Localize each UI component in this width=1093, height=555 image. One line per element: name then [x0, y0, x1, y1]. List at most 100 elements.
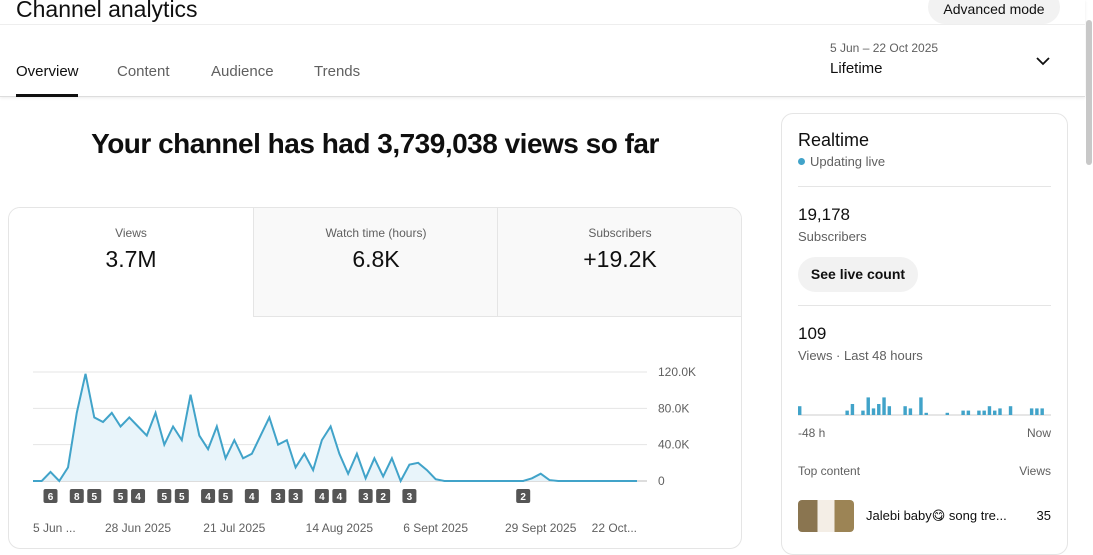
y-tick-label: 120.0K	[658, 365, 696, 379]
bar	[945, 412, 950, 415]
scrollbar[interactable]	[1086, 20, 1092, 165]
event-marker[interactable]	[218, 489, 233, 503]
x-tick-label: Now	[1027, 426, 1051, 440]
bar	[845, 410, 849, 415]
y-tick-label: 40.0K	[658, 438, 689, 452]
event-marker[interactable]	[174, 489, 189, 503]
event-count: 2	[520, 492, 526, 503]
date-range: 5 Jun – 22 Oct 2025	[830, 41, 939, 55]
live-status: Updating live	[810, 154, 886, 169]
live-count-button[interactable]: See live count	[798, 257, 918, 292]
metric-value: 6.8K	[352, 246, 400, 272]
x-tick-label: -48 h	[798, 426, 825, 440]
event-count: 3	[293, 492, 299, 503]
event-marker[interactable]	[131, 489, 146, 503]
metric-value: 3.7M	[105, 246, 157, 272]
views-count: 109	[798, 324, 827, 343]
bar	[924, 412, 928, 415]
video-thumbnail[interactable]	[798, 500, 854, 532]
video-title[interactable]: Jalebi baby😋 song tre...	[866, 508, 1007, 523]
y-tick-label: 80.0K	[658, 401, 689, 415]
event-count: 4	[337, 492, 343, 503]
event-marker[interactable]	[157, 489, 172, 503]
metric-tab[interactable]: Subscribers +19.2K	[497, 208, 741, 317]
event-marker[interactable]	[332, 489, 347, 503]
x-tick-label: 29 Sept 2025	[505, 521, 577, 535]
tab[interactable]: Audience	[211, 63, 274, 80]
bar	[987, 406, 992, 415]
tab-underline	[16, 94, 78, 97]
x-tick-label: 22 Oct...	[592, 521, 637, 535]
event-count: 5	[118, 492, 124, 503]
bar	[998, 408, 1002, 415]
event-marker[interactable]	[402, 489, 417, 503]
x-tick-label: 28 Jun 2025	[105, 521, 171, 535]
bar	[1040, 408, 1044, 415]
event-count: 2	[380, 492, 386, 503]
bar	[887, 406, 892, 415]
event-marker[interactable]	[314, 489, 329, 503]
metric-label: Watch time (hours)	[325, 226, 427, 240]
dropdown-icon[interactable]	[1034, 52, 1052, 70]
x-tick-label: 6 Sept 2025	[403, 521, 468, 535]
video-views: 35	[1036, 508, 1051, 523]
event-count: 3	[363, 492, 369, 503]
event-count: 3	[407, 492, 413, 503]
event-marker[interactable]	[244, 489, 259, 503]
bar	[903, 406, 907, 415]
metric-label: Subscribers	[588, 226, 652, 240]
bar	[982, 410, 986, 415]
x-tick-label: 21 Jul 2025	[203, 521, 265, 535]
event-count: 4	[135, 492, 141, 503]
event-marker[interactable]	[376, 489, 391, 503]
live-dot	[798, 158, 805, 165]
divider	[798, 186, 1051, 187]
x-tick-label: 5 Jun ...	[33, 521, 76, 535]
metric-tab[interactable]: Watch time (hours) 6.8K	[253, 208, 498, 317]
tab[interactable]: Content	[117, 63, 170, 80]
event-count: 4	[205, 492, 211, 503]
date-label[interactable]: Lifetime	[830, 60, 883, 77]
event-count: 5	[223, 492, 229, 503]
divider	[798, 305, 1051, 306]
views-header: Views	[1019, 464, 1051, 478]
bar	[871, 408, 876, 415]
tab[interactable]: Trends	[314, 63, 361, 80]
bar	[1008, 406, 1013, 415]
event-count: 5	[162, 492, 168, 503]
realtime-title: Realtime	[798, 130, 870, 150]
event-marker[interactable]	[43, 489, 58, 503]
bar	[919, 397, 923, 415]
event-marker[interactable]	[516, 489, 531, 503]
line	[33, 373, 637, 484]
event-marker[interactable]	[113, 489, 128, 503]
area	[33, 373, 637, 481]
page-title: Channel analytics	[16, 0, 198, 22]
advanced-mode-button[interactable]: Advanced mode	[928, 0, 1060, 24]
event-count: 5	[91, 492, 97, 503]
analytics-card: Views 3.7M Watch time (hours) 6.8K Subscribe…	[8, 207, 742, 549]
event-marker[interactable]	[69, 489, 84, 503]
bar	[861, 410, 865, 415]
bar	[798, 406, 802, 415]
metric-tab[interactable]: Views 3.7M	[9, 208, 253, 316]
event-marker[interactable]	[271, 489, 286, 503]
event-marker[interactable]	[288, 489, 303, 503]
bar	[977, 410, 981, 415]
event-count: 8	[74, 492, 80, 503]
event-marker[interactable]	[87, 489, 102, 503]
bar	[866, 397, 870, 415]
event-count: 4	[319, 492, 325, 503]
bar	[882, 397, 886, 415]
event-count: 5	[179, 492, 185, 503]
tab[interactable]: Overview	[16, 63, 79, 80]
realtime-chart: -48 h Now	[798, 397, 1051, 440]
event-marker[interactable]	[358, 489, 373, 503]
event-marker[interactable]	[201, 489, 216, 503]
x-tick-label: 14 Aug 2025	[306, 521, 374, 535]
event-count: 6	[48, 492, 54, 503]
divider	[0, 24, 1085, 25]
y-tick-label: 0	[658, 474, 665, 488]
event-count: 3	[275, 492, 281, 503]
